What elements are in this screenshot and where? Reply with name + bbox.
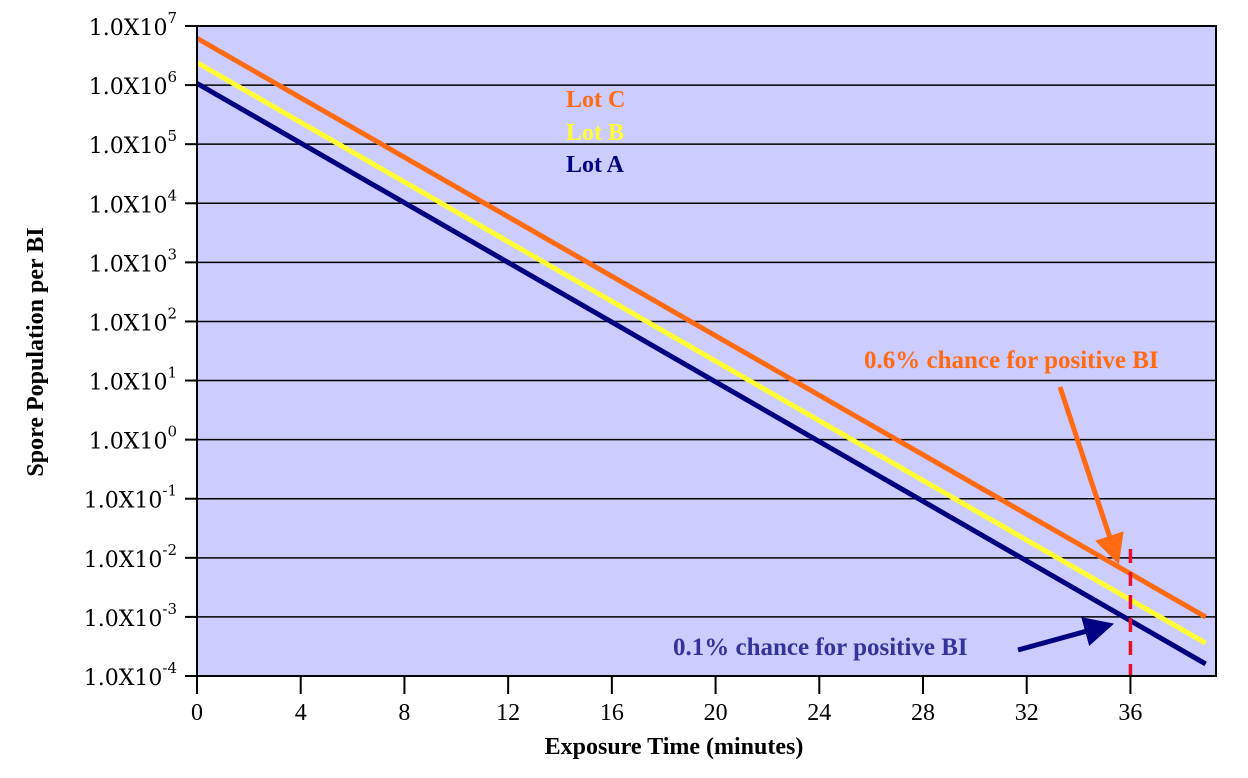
x-axis: 0 4 8 12 16 20 24 28 32 36 [191,676,1142,726]
legend-entry-lot-c: Lot C [566,87,625,113]
y-tick-label: 1.0X105 [89,127,177,159]
y-tick-label: 1.0X103 [89,245,177,277]
x-tick-label: 36 [1118,700,1142,726]
y-tick-label: 1.0X100 [89,423,177,455]
plot-frame [196,25,1217,677]
gridlines [197,25,1216,677]
arrow-lot-c [1057,386,1124,565]
legend-entry-lot-b: Lot B [566,120,624,146]
x-tick-label: 32 [1015,700,1039,726]
y-axis-title: Spore Population per BI [23,227,49,476]
series-line-lot-b [195,60,1207,646]
y-tick-label: 1.0X102 [89,304,177,336]
y-tick-label: 1.0X101 [89,364,177,396]
y-tick-label: 1.0X104 [89,186,177,218]
series-line-lot-c [195,36,1207,620]
x-tick-label: 4 [295,700,307,726]
annotation-lot-c: 0.6% chance for positive BI [864,347,1159,374]
y-tick-label: 1.0X10-4 [84,659,177,691]
y-tick-label: 1.0X10-1 [84,482,177,514]
y-tick-label: 1.0X10-2 [84,541,177,573]
y-tick-label: 1.0X10-3 [84,600,177,632]
x-tick-label: 28 [911,700,935,726]
annotations [1017,386,1124,653]
series-lines [195,36,1207,667]
x-tick-label: 12 [496,700,520,726]
x-tick-label: 20 [704,700,728,726]
x-tick-label: 24 [807,700,831,726]
legend: Lot C Lot B Lot A [566,87,625,178]
annotation-lot-a: 0.1% chance for positive BI [673,634,968,661]
x-axis-title: Exposure Time (minutes) [545,734,804,760]
y-tick-label: 1.0X107 [89,9,177,41]
x-tick-label: 0 [191,700,203,726]
y-axis: 1.0X107 1.0X106 1.0X105 1.0X104 1.0X103 1.0X1… [84,9,197,691]
legend-entry-lot-a: Lot A [566,152,625,178]
series-line-lot-a [195,81,1207,667]
x-tick-label: 16 [600,700,624,726]
arrow-lot-a [1017,617,1115,653]
x-tick-label: 8 [398,700,410,726]
y-tick-label: 1.0X106 [89,68,177,100]
